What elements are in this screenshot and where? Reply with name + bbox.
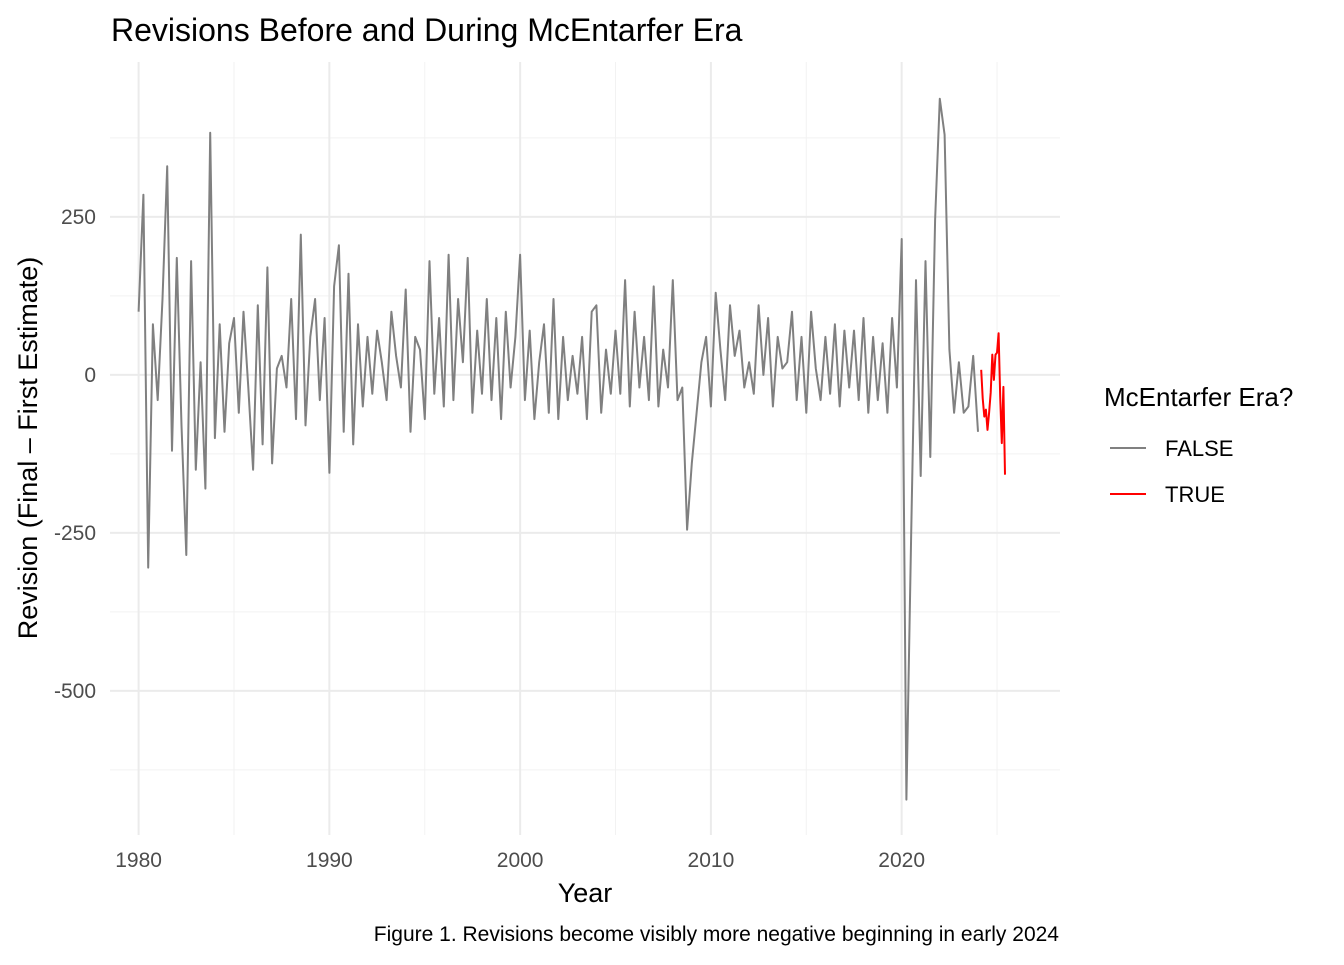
- series-line-true: [980, 332, 1006, 475]
- series-lines: [137, 97, 1006, 801]
- x-axis-label: Year: [558, 878, 613, 908]
- y-tick-label: 0: [84, 364, 96, 387]
- x-tick-label: 1990: [306, 849, 353, 872]
- legend-title: McEntarfer Era?: [1104, 382, 1293, 412]
- x-tick-label: 2010: [688, 849, 735, 872]
- series-line-false: [137, 97, 979, 801]
- figure-caption: Figure 1. Revisions become visibly more …: [374, 923, 1060, 946]
- grid: [110, 62, 1060, 835]
- x-tick-label: 1980: [115, 849, 162, 872]
- legend-label-false: FALSE: [1165, 436, 1233, 461]
- chart-title: Revisions Before and During McEntarfer E…: [111, 12, 743, 48]
- y-axis-label: Revision (Final – First Estimate): [13, 257, 43, 640]
- x-tick-label: 2020: [878, 849, 925, 872]
- legend-label-true: TRUE: [1165, 482, 1225, 507]
- axis-ticks: 250 0 -250 -500 1980 1990 2000 2010 2020: [54, 206, 925, 872]
- y-tick-label: -500: [54, 680, 96, 703]
- legend: McEntarfer Era? FALSE TRUE: [1104, 382, 1293, 507]
- y-tick-label: -250: [54, 522, 96, 545]
- x-tick-label: 2000: [497, 849, 544, 872]
- y-tick-label: 250: [61, 206, 96, 229]
